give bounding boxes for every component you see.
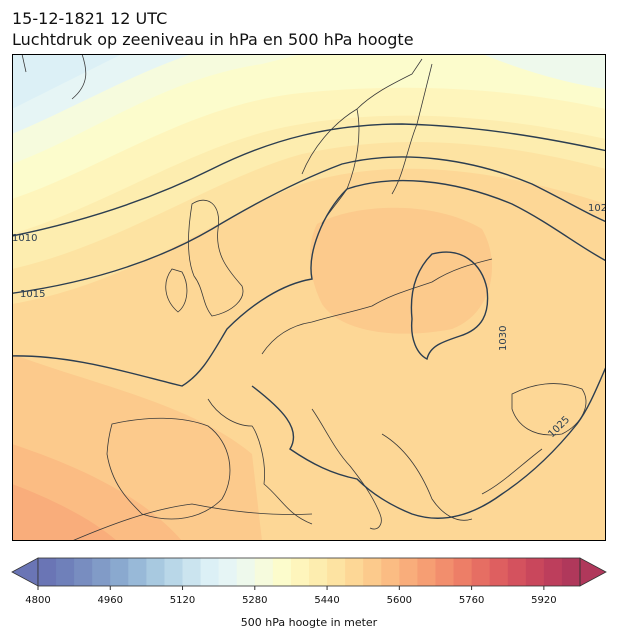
colorbar-band xyxy=(327,558,346,586)
coastline-iberia xyxy=(106,417,231,520)
isobar-1025 xyxy=(251,365,606,519)
colorbar-band xyxy=(471,558,491,586)
colorbar-tick-label: 5760 xyxy=(459,595,484,606)
isobar-1015 xyxy=(12,156,606,294)
colorbar-band xyxy=(146,558,165,586)
isobar-1020 xyxy=(12,179,606,387)
colorbar-band xyxy=(525,558,545,586)
colorbar-band xyxy=(272,558,292,586)
colorbar-extend-max xyxy=(579,557,607,587)
coastline-greenland-iceland xyxy=(21,54,87,100)
colorbar-band xyxy=(92,558,111,586)
colorbar-label: 500 hPa hoogte in meter xyxy=(241,616,378,629)
colorbar-band xyxy=(290,558,310,586)
isobars xyxy=(12,123,606,519)
colorbar-tick-label: 5120 xyxy=(170,595,195,606)
colorbar-extend-min xyxy=(11,557,39,587)
colorbar-band xyxy=(182,558,202,586)
colorbar-tick-label: 4800 xyxy=(25,595,50,606)
colorbar-band xyxy=(218,558,238,586)
colorbar-band xyxy=(254,558,274,586)
colorbar-band xyxy=(164,558,184,586)
colorbar-band xyxy=(543,558,563,586)
colorbar-band xyxy=(363,558,382,586)
colorbar-band xyxy=(453,558,473,586)
colorbar-band xyxy=(561,558,581,586)
colorbar-band xyxy=(56,558,75,586)
colorbar-ticks: 4800 4960 5120 5280 5440 5600 5760 5920 xyxy=(25,586,557,606)
colorbar-bands xyxy=(11,557,607,587)
colorbar-band xyxy=(399,558,418,586)
isobar-1030 xyxy=(410,251,489,361)
colorbar-band xyxy=(128,558,147,586)
colorbar-band xyxy=(345,558,364,586)
coastline-balkans xyxy=(381,433,543,521)
isobar-label-1010: 1010 xyxy=(12,233,37,244)
isobar-label-1015: 1015 xyxy=(20,289,45,300)
map-datetime: 15-12-1821 12 UTC xyxy=(12,9,168,28)
colorbar-band xyxy=(38,558,57,586)
colorbar-tick-label: 4960 xyxy=(98,595,123,606)
colorbar-band xyxy=(507,558,527,586)
colorbar-band xyxy=(110,558,129,586)
ridge-core xyxy=(310,207,492,334)
map-title: Luchtdruk op zeeniveau in hPa en 500 hPa… xyxy=(12,30,414,49)
colorbar-band xyxy=(74,558,93,586)
coastline-continental-europe xyxy=(207,258,493,525)
coastline-north-africa xyxy=(71,503,313,541)
colorbar-band xyxy=(435,558,455,586)
colorbar-tick-label: 5280 xyxy=(242,595,267,606)
coastlines xyxy=(21,54,587,541)
map-frame xyxy=(12,54,606,541)
height-band-highest xyxy=(12,484,117,541)
colorbar-band xyxy=(236,558,256,586)
colorbar-frame xyxy=(37,557,581,587)
colorbar-tick-label: 5600 xyxy=(387,595,412,606)
weather-map: 1010 1015 1020 1025 1030 xyxy=(12,54,606,541)
colorbar-tick-label: 5440 xyxy=(314,595,339,606)
colorbar: 4800 4960 5120 5280 5440 5600 5760 5920 500 hPa… xyxy=(0,553,618,639)
colorbar-tick-label: 5920 xyxy=(531,595,556,606)
isobar-label-1020: 1020 xyxy=(588,203,606,214)
isobar-label-1030: 1030 xyxy=(498,326,509,351)
height-band-ne xyxy=(482,54,606,89)
isobar-1010 xyxy=(12,123,606,237)
colorbar-band xyxy=(417,558,436,586)
colorbar-band xyxy=(200,558,220,586)
colorbar-band xyxy=(309,558,328,586)
colorbar-band xyxy=(489,558,509,586)
colorbar-band xyxy=(381,558,400,586)
height-band-5320 xyxy=(12,54,122,109)
